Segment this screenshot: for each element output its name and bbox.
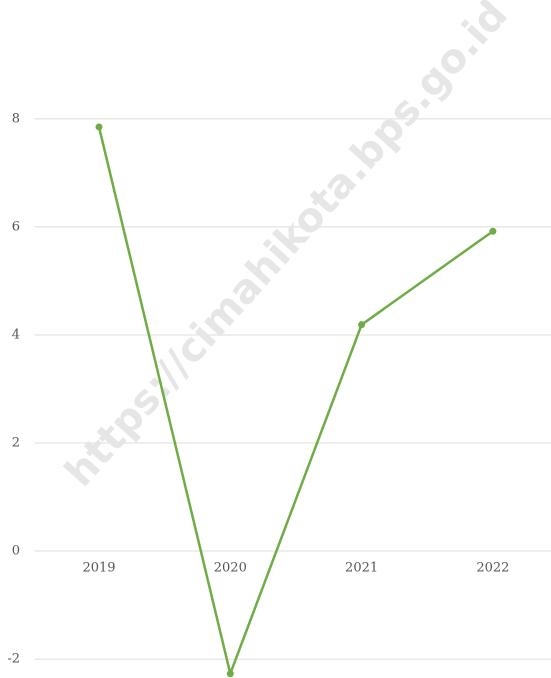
x-tick-label: 2020 — [214, 561, 247, 576]
y-tick-label: 6 — [12, 219, 20, 234]
watermark: https://cimahikota.bps.go.id — [56, 0, 516, 496]
line — [97, 126, 494, 678]
y-tick-label: 0 — [12, 544, 20, 559]
y-tick-label: 2 — [12, 435, 20, 450]
x-tick-label: 2019 — [82, 561, 115, 576]
point — [358, 321, 366, 329]
y-tick-label: 8 — [12, 111, 20, 126]
x-tick-label: 2021 — [345, 561, 378, 576]
point — [489, 227, 497, 235]
y-tick-label: -2 — [7, 652, 20, 667]
point — [226, 670, 234, 678]
point — [95, 123, 103, 131]
x-tick-label: 2022 — [476, 561, 509, 576]
y-tick-label: 4 — [12, 327, 20, 342]
